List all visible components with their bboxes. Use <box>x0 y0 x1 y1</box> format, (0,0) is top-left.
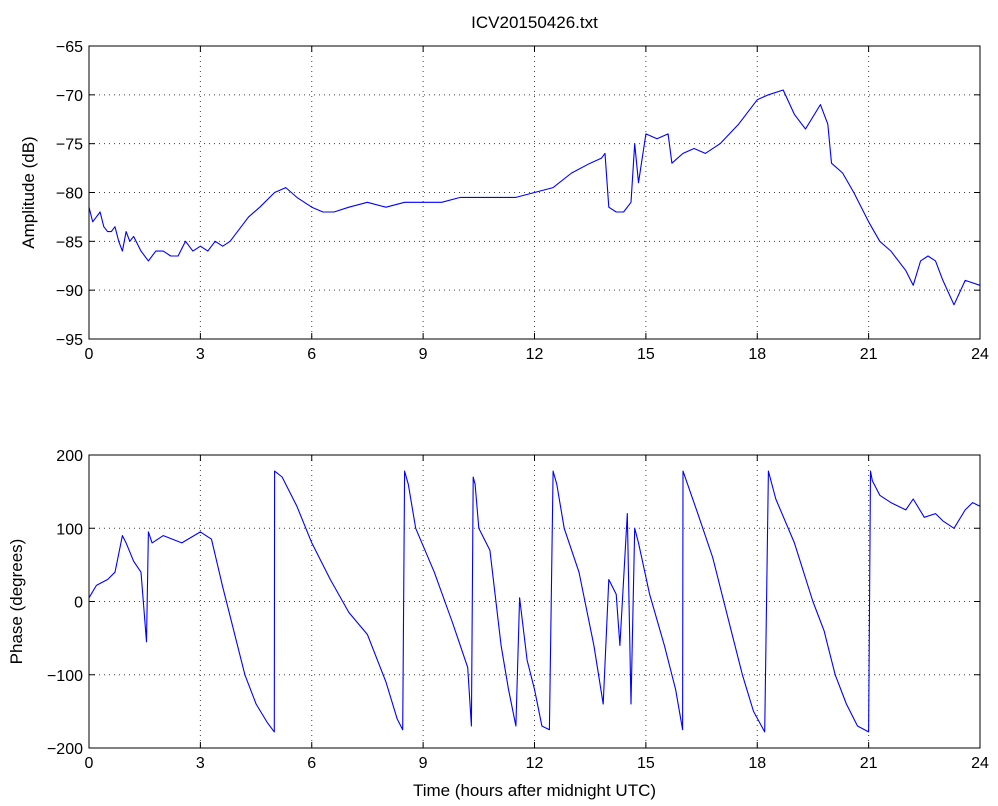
phase-y-tick-label: −100 <box>47 668 83 685</box>
phase-x-tick-label: 3 <box>196 755 205 772</box>
phase-y-axis-label: Phase (degrees) <box>7 539 26 665</box>
phase-plot: 0 3 6 9 12 15 18 21 24 −200 −100 0 100 200 <box>47 448 989 772</box>
amplitude-y-axis-label: Amplitude (dB) <box>19 136 38 248</box>
amplitude-y-tick-label: −70 <box>56 88 83 105</box>
amplitude-x-tick-label: 24 <box>971 346 989 363</box>
amplitude-series-line <box>88 89 981 306</box>
phase-x-axis-label: Time (hours after midnight UTC) <box>413 781 656 800</box>
phase-x-tick-label: 9 <box>419 755 428 772</box>
amplitude-y-tick-label: −75 <box>56 137 83 154</box>
amplitude-y-tick-label: −95 <box>56 332 83 349</box>
amplitude-y-tick-label: −65 <box>56 39 83 56</box>
phase-x-tick-label: 12 <box>526 755 544 772</box>
phase-y-tick-label: 100 <box>56 521 83 538</box>
amplitude-plot: 0 3 6 9 12 15 18 21 24 −95 −90 −85 −80 −75 −70 −65 <box>56 39 989 363</box>
amplitude-y-tick-label: −85 <box>56 234 83 251</box>
phase-series-line <box>88 470 981 733</box>
amplitude-y-tick-label: −80 <box>56 186 83 203</box>
amplitude-x-tick-label: 15 <box>637 346 655 363</box>
amplitude-x-tick-label: 0 <box>85 346 94 363</box>
amplitude-x-tick-label: 21 <box>860 346 878 363</box>
phase-x-tick-label: 24 <box>971 755 989 772</box>
amplitude-x-tick-label: 18 <box>748 346 766 363</box>
amplitude-x-tick-label: 6 <box>307 346 316 363</box>
amplitude-x-tick-label: 12 <box>526 346 544 363</box>
phase-y-tick-label: 0 <box>74 595 83 612</box>
amplitude-x-tick-label: 9 <box>419 346 428 363</box>
phase-x-tick-label: 0 <box>85 755 94 772</box>
phase-y-tick-label: −200 <box>47 741 83 758</box>
amplitude-x-tick-label: 3 <box>196 346 205 363</box>
amplitude-y-tick-label: −90 <box>56 283 83 300</box>
phase-x-tick-label: 21 <box>860 755 878 772</box>
phase-x-tick-label: 6 <box>307 755 316 772</box>
phase-x-tick-label: 18 <box>748 755 766 772</box>
phase-y-tick-label: 200 <box>56 448 83 465</box>
phase-x-tick-label: 15 <box>637 755 655 772</box>
chart-title: ICV20150426.txt <box>471 13 598 32</box>
